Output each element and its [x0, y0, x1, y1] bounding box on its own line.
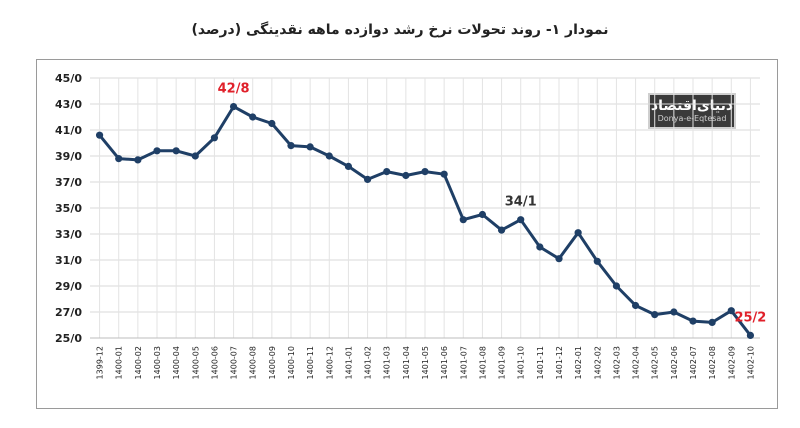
data-label: 25/2 — [734, 310, 766, 325]
y-tick-label: 33/0 — [55, 228, 82, 241]
y-tick-label: 43/0 — [55, 98, 82, 111]
data-point — [363, 175, 372, 183]
x-tick-label: 1401-02 — [364, 346, 373, 379]
x-tick-label: 1401-12 — [555, 346, 564, 379]
data-point — [574, 229, 582, 237]
x-tick-label: 1400-12 — [325, 346, 334, 379]
x-tick-label: 1400-08 — [249, 346, 258, 379]
x-tick-label: 1402-04 — [632, 346, 641, 379]
x-tick-label: 1401-05 — [421, 346, 430, 379]
x-tick-label: 1400-02 — [134, 346, 143, 379]
y-tick-label: 31/0 — [55, 254, 82, 267]
data-point — [478, 210, 487, 219]
data-point — [555, 255, 563, 263]
x-tick-label: 1401-11 — [536, 346, 545, 379]
x-tick-label: 1402-08 — [708, 346, 717, 379]
data-label: 42/8 — [218, 82, 250, 97]
y-tick-label: 25/0 — [55, 332, 82, 345]
x-tick-label: 1401-08 — [478, 346, 487, 379]
y-tick-label: 35/0 — [55, 202, 82, 215]
data-point — [172, 147, 180, 155]
y-tick-label: 39/0 — [55, 150, 82, 163]
x-tick-label: 1402-02 — [593, 346, 602, 379]
x-tick-label: 1400-11 — [306, 346, 315, 379]
data-point — [268, 119, 276, 128]
x-tick-label: 1401-09 — [498, 346, 507, 379]
data-point — [229, 103, 238, 111]
x-tick-label: 1400-10 — [287, 346, 296, 379]
data-point — [287, 142, 295, 150]
x-tick-label: 1400-01 — [115, 346, 124, 379]
x-tick-label: 1400-09 — [268, 346, 277, 379]
data-point — [115, 155, 123, 163]
y-axis: 25/0 27/0 29/0 31/0 33/0 35/0 37/0 39/0 41/0 43/0… — [55, 72, 82, 345]
data-point — [95, 131, 104, 139]
series-layer — [95, 103, 755, 339]
data-point — [670, 308, 678, 316]
x-tick-label: 1401-03 — [383, 346, 392, 379]
data-label: 34/1 — [505, 195, 537, 210]
data-point — [402, 171, 410, 180]
data-point — [134, 156, 142, 164]
annotations: 42/8 34/1 25/2 — [218, 82, 767, 326]
data-point — [191, 152, 199, 160]
x-tick-label: 1402-01 — [574, 346, 583, 379]
x-tick-label: 1401-01 — [344, 346, 353, 379]
data-point — [344, 162, 353, 170]
x-tick-label: 1402-03 — [612, 346, 621, 379]
x-tick-label: 1399-12 — [96, 346, 105, 379]
data-point — [459, 216, 467, 224]
x-tick-label: 1400-07 — [230, 346, 239, 379]
x-tick-label: 1402-06 — [670, 346, 679, 379]
data-point — [536, 243, 544, 251]
data-point — [746, 331, 755, 339]
x-tick-label: 1400-03 — [153, 346, 162, 379]
data-point — [612, 282, 621, 290]
data-point — [421, 168, 429, 176]
x-tick-label: 1400-05 — [191, 346, 200, 379]
watermark-line2: Donya-e-Eqtesad — [657, 114, 727, 123]
x-tick-label: 1402-09 — [727, 346, 736, 379]
y-tick-label: 45/0 — [55, 72, 82, 85]
data-point — [593, 257, 601, 265]
y-tick-label: 41/0 — [55, 124, 82, 137]
x-tick-label: 1402-07 — [689, 346, 698, 379]
data-point — [689, 317, 697, 325]
x-axis: 1399-12 1400-01 1400-02 1400-03 1400-04 1400-… — [90, 337, 760, 379]
data-point — [383, 168, 391, 176]
data-point — [727, 307, 735, 315]
data-point — [651, 311, 659, 319]
data-point — [497, 226, 506, 234]
data-point — [708, 318, 716, 326]
x-tick-label: 1401-04 — [402, 346, 411, 379]
data-point — [325, 152, 333, 160]
data-point — [249, 113, 257, 121]
x-tick-label: 1402-10 — [746, 346, 755, 379]
chart-title: نمودار ۱- روند تحولات نرخ رشد دوازده ماه… — [191, 22, 609, 38]
x-tick-label: 1401-07 — [459, 346, 468, 379]
x-tick-label: 1400-04 — [172, 346, 181, 379]
data-point — [517, 216, 525, 224]
data-point — [306, 143, 314, 151]
data-point — [440, 170, 448, 178]
data-point — [631, 301, 640, 310]
grid-lines — [90, 77, 760, 339]
x-tick-label: 1401-06 — [440, 346, 449, 379]
x-tick-label: 1400-06 — [210, 346, 219, 379]
x-tick-label: 1402-05 — [651, 346, 660, 379]
x-tick-label: 1401-10 — [517, 346, 526, 379]
y-tick-label: 27/0 — [55, 306, 82, 319]
y-tick-label: 37/0 — [55, 176, 82, 189]
y-tick-label: 29/0 — [55, 280, 82, 293]
data-point — [210, 134, 219, 142]
data-point — [153, 147, 161, 155]
